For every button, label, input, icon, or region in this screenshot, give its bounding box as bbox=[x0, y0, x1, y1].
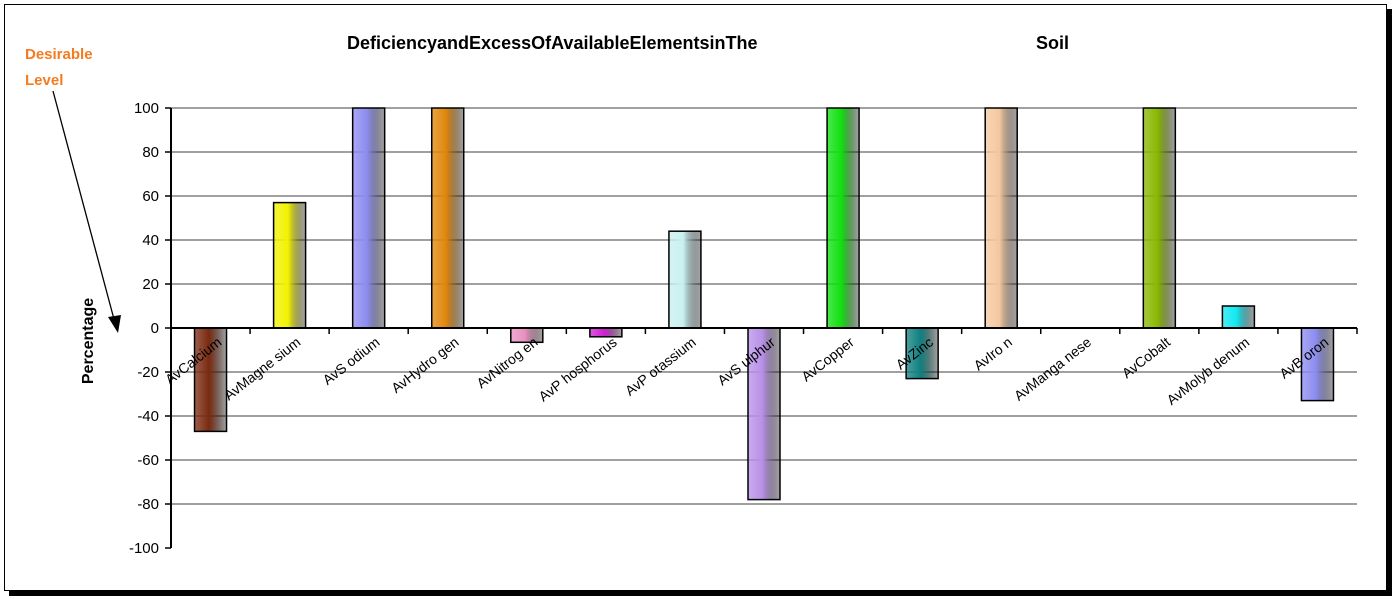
chart-title-part1: DeficiencyandExcessOfAvailableElementsin… bbox=[347, 33, 758, 53]
x-tick-label: AvIro n bbox=[970, 334, 1015, 374]
bar-avpotassium bbox=[669, 231, 701, 328]
bar-avmagnesium bbox=[274, 203, 306, 328]
x-tick-label: AvS odium bbox=[320, 334, 383, 388]
annotation-line1: Desirable bbox=[25, 46, 93, 63]
bars-layer bbox=[195, 108, 1334, 500]
y-tick-label: 100 bbox=[134, 100, 159, 117]
chart-title-part2: Soil bbox=[1036, 33, 1069, 53]
x-tick-label: AvCopper bbox=[798, 334, 857, 385]
x-tick-label: AvMagne sium bbox=[221, 334, 304, 403]
x-tick-label: AvHydro gen bbox=[388, 334, 461, 396]
chart-svg: DeficiencyandExcessOfAvailableElementsin… bbox=[5, 5, 1386, 590]
x-tick-label: AvMolyb denum bbox=[1163, 334, 1252, 408]
bar-avphosphorus bbox=[590, 328, 622, 337]
bar-avcobalt bbox=[1143, 108, 1175, 328]
y-tick-label: -20 bbox=[137, 364, 159, 381]
x-tick-label: AvCobalt bbox=[1119, 334, 1174, 381]
annotation-arrow bbox=[53, 91, 115, 323]
bar-avcopper bbox=[827, 108, 859, 328]
x-tick-label: AvP otassium bbox=[622, 334, 699, 399]
y-tick-label: -40 bbox=[137, 408, 159, 425]
y-axis-label: Percentage bbox=[80, 298, 97, 384]
y-tick-label: -60 bbox=[137, 452, 159, 469]
annotation-arrowhead bbox=[108, 315, 121, 333]
y-tick-label: -80 bbox=[137, 496, 159, 513]
y-tick-label: 20 bbox=[142, 276, 159, 293]
bar-avhydrogen bbox=[432, 108, 464, 328]
y-tick-label: 80 bbox=[142, 144, 159, 161]
annotation-line2: Level bbox=[25, 72, 63, 89]
y-tick-label: -100 bbox=[129, 540, 159, 557]
x-tick-label: AvManga nese bbox=[1011, 334, 1094, 404]
y-tick-label: 0 bbox=[151, 320, 159, 337]
y-tick-label: 60 bbox=[142, 188, 159, 205]
bar-avmolybdenum bbox=[1222, 306, 1254, 328]
chart-frame: DeficiencyandExcessOfAvailableElementsin… bbox=[4, 4, 1387, 591]
y-tick-label: 40 bbox=[142, 232, 159, 249]
bar-avsodium bbox=[353, 108, 385, 328]
x-tick-label: AvNitrog en bbox=[473, 334, 540, 391]
x-tick-label: AvP hosphorus bbox=[535, 334, 619, 405]
bar-aviron bbox=[985, 108, 1017, 328]
